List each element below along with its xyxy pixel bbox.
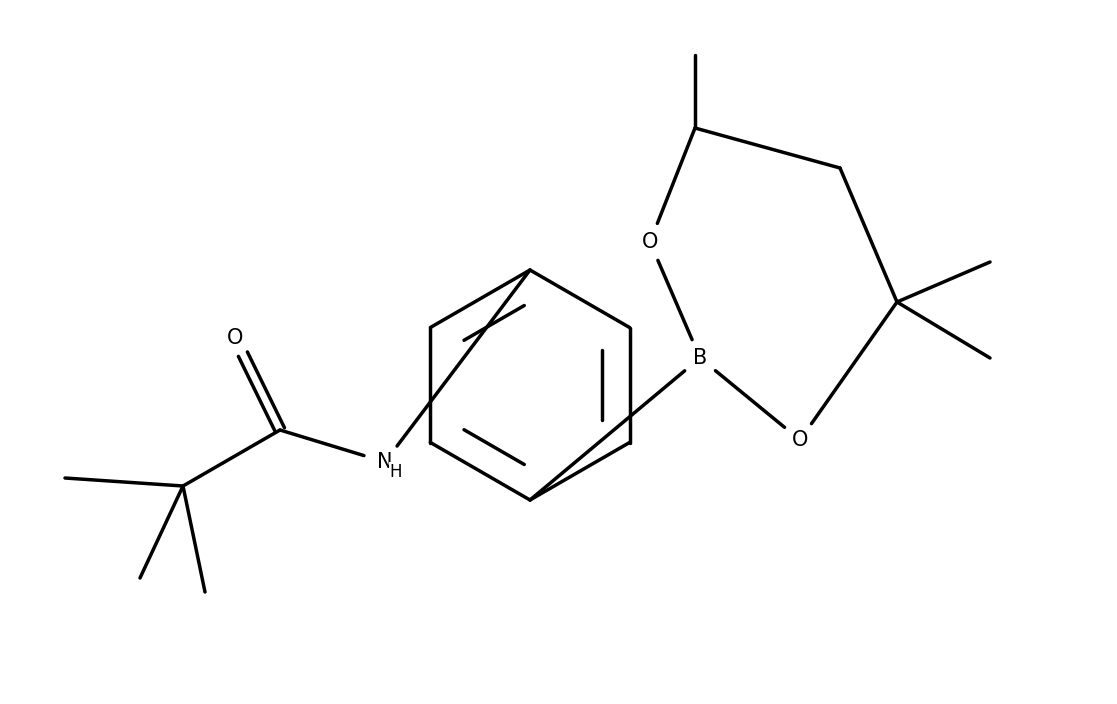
Text: B: B <box>693 348 707 368</box>
Text: H: H <box>390 463 402 481</box>
Text: N: N <box>378 452 393 472</box>
Text: O: O <box>792 430 809 450</box>
Text: O: O <box>642 232 658 252</box>
Text: O: O <box>227 328 244 348</box>
